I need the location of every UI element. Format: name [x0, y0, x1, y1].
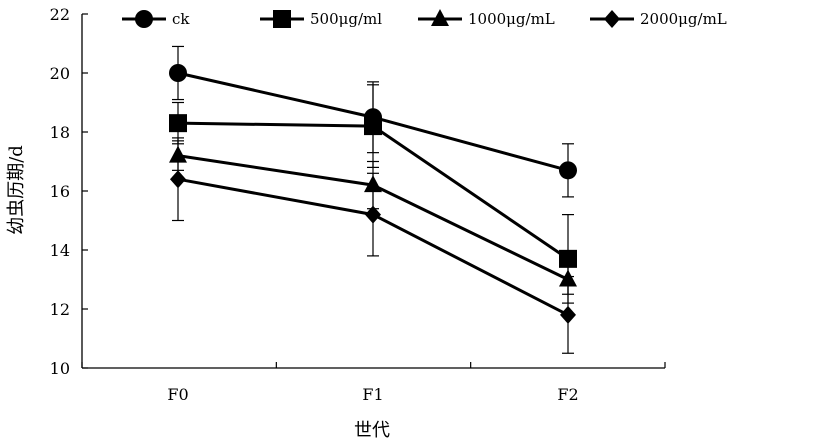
y-tick-label: 16 [50, 182, 70, 201]
legend-marker [273, 10, 291, 28]
series-layer [169, 46, 577, 353]
y-tick-label: 22 [50, 5, 70, 24]
x-tick-label: F0 [167, 385, 188, 404]
legend-marker [135, 10, 153, 28]
data-point [364, 117, 382, 135]
data-point [169, 114, 187, 132]
y-tick-label: 10 [50, 359, 70, 378]
legend-marker [604, 10, 620, 28]
legend-item: 2000μg/mL [590, 10, 727, 28]
legend: ck 500μg/ml 1000μg/mL 2000μg/mL [122, 9, 727, 28]
y-axis-title: 幼虫历期/d [6, 145, 27, 235]
data-point [170, 170, 186, 188]
data-point [560, 306, 576, 324]
legend-label: ck [172, 10, 190, 28]
y-tick-label: 12 [50, 300, 70, 319]
y-tick-label: 18 [50, 123, 70, 142]
y-tick-label: 14 [50, 241, 70, 260]
legend-label: 2000μg/mL [640, 10, 727, 28]
axes: 10 12 14 16 18 20 22 F0 F1 F2 [50, 5, 665, 404]
x-tick-label: F2 [557, 385, 578, 404]
legend-item: 1000μg/mL [418, 9, 555, 28]
legend-item: ck [122, 10, 190, 28]
legend-label: 1000μg/mL [468, 10, 555, 28]
legend-item: 500μg/ml [260, 10, 382, 28]
data-point [169, 64, 187, 82]
x-axis-title: 世代 [354, 420, 390, 441]
x-tick-label: F1 [362, 385, 383, 404]
data-point [559, 161, 577, 179]
y-tick-label: 20 [50, 64, 70, 83]
legend-label: 500μg/ml [310, 10, 382, 28]
